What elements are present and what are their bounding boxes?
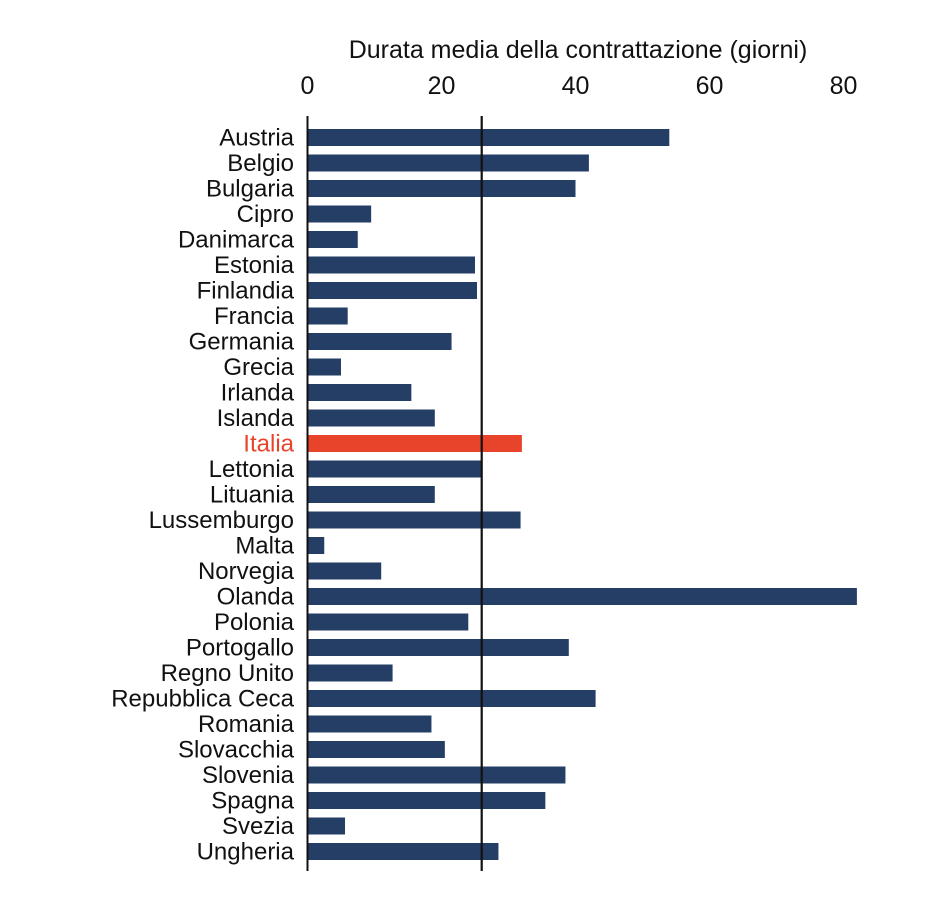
bar xyxy=(307,129,670,146)
category-label: Italia xyxy=(243,431,294,458)
bar xyxy=(307,741,445,758)
x-tick-label: 0 xyxy=(301,72,315,100)
bar xyxy=(307,231,358,248)
category-label: Slovacchia xyxy=(178,737,295,764)
category-label: Portogallo xyxy=(186,635,294,662)
bar xyxy=(307,715,432,733)
category-label: Lituania xyxy=(210,482,295,509)
bar xyxy=(307,307,348,325)
category-label: Finlandia xyxy=(197,278,295,305)
category-label: Francia xyxy=(214,303,295,330)
bar xyxy=(307,639,569,656)
bar xyxy=(307,333,452,350)
bar xyxy=(307,409,435,427)
bar xyxy=(307,435,522,452)
category-label: Romania xyxy=(198,711,295,738)
category-label: Danimarca xyxy=(178,227,295,254)
bar xyxy=(307,154,589,172)
bar xyxy=(307,792,546,809)
category-label: Estonia xyxy=(214,252,295,279)
category-label: Regno Unito xyxy=(161,660,294,687)
category-label: Repubblica Ceca xyxy=(111,686,294,713)
category-label: Norvegia xyxy=(198,558,295,585)
category-label: Bulgaria xyxy=(206,176,295,203)
bar xyxy=(307,256,475,274)
bar xyxy=(307,205,372,223)
category-label: Grecia xyxy=(223,354,294,381)
category-label: Malta xyxy=(235,533,294,560)
bar xyxy=(307,384,412,401)
x-tick-label: 80 xyxy=(830,72,858,100)
bar xyxy=(307,562,382,580)
category-label: Lettonia xyxy=(209,456,295,483)
bar xyxy=(307,613,469,631)
x-tick-labels: 0 20 40 60 80 xyxy=(301,72,858,100)
bar xyxy=(307,282,478,299)
category-label: Germania xyxy=(189,329,295,356)
category-label: Svezia xyxy=(222,813,295,840)
x-tick-label: 60 xyxy=(696,72,724,100)
category-label: Islanda xyxy=(217,405,295,432)
category-label: Ungheria xyxy=(197,839,295,866)
x-tick-label: 40 xyxy=(562,72,590,100)
bar xyxy=(307,843,499,860)
category-label: Spagna xyxy=(211,788,294,815)
category-label: Polonia xyxy=(214,609,295,636)
category-label: Cipro xyxy=(237,201,294,228)
category-label: Olanda xyxy=(217,584,295,611)
bar xyxy=(307,358,341,376)
bar xyxy=(307,537,325,554)
bar xyxy=(307,766,566,784)
bar xyxy=(307,588,857,605)
category-labels: AustriaBelgioBulgariaCiproDanimarcaEston… xyxy=(111,125,294,866)
bar xyxy=(307,817,346,835)
x-tick-label: 20 xyxy=(428,72,456,100)
bar xyxy=(307,486,435,503)
bar xyxy=(307,511,521,529)
bars-group xyxy=(307,129,857,860)
category-label: Irlanda xyxy=(221,380,295,407)
category-label: Belgio xyxy=(227,150,294,177)
bar xyxy=(307,690,596,707)
category-label: Austria xyxy=(219,125,294,152)
x-axis-label: Durata media della contrattazione (giorn… xyxy=(349,36,808,64)
bar xyxy=(307,664,393,682)
category-label: Lussemburgo xyxy=(149,507,294,534)
bar xyxy=(307,180,576,197)
bar xyxy=(307,460,482,478)
category-label: Slovenia xyxy=(202,762,295,789)
